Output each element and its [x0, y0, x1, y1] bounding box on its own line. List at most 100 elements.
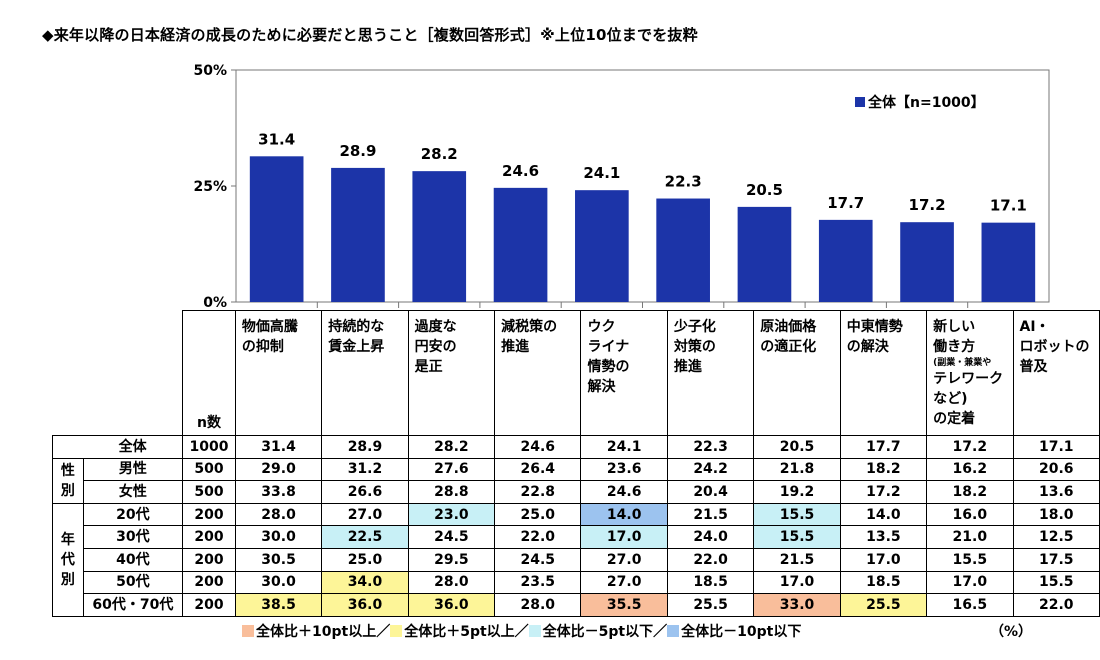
bar [331, 167, 385, 302]
table-cell: 28.0 [407, 570, 496, 595]
bar [249, 156, 304, 302]
column-header-line: 対策の [673, 339, 716, 355]
table-cell: 29.0 [234, 457, 323, 482]
row-n: 1000 [182, 435, 236, 459]
unit-label: （%） [990, 624, 1033, 640]
table-cell: 23.0 [407, 502, 496, 527]
table-row: 60代・70代 200 38.5 36.0 36.0 28.0 35.5 25.5 33.0 25… [53, 593, 1100, 617]
column-header: 物価高騰 の抑制 [234, 310, 323, 436]
table-cell: 15.5 [753, 525, 841, 549]
table-row: 年代別 20代 200 28.0 27.0 23.0 25.0 14.0 21.5 15.5 14.… [52, 502, 1100, 617]
row-label: 60代・70代 [82, 593, 184, 617]
chart-title: ◆来年以降の日本経済の成長のために必要だと思うこと［複数回答形式］※上位10位ま… [42, 26, 698, 44]
table-header-row: n数 物価高騰 の抑制 持続的な 賃金上昇 過度な 円安の 是正 減税策の 推進 ウク ライナ 情勢の解… [53, 310, 1100, 436]
group-label-char: 別 [60, 571, 75, 588]
table-cell: 24.5 [494, 547, 582, 572]
bar [575, 190, 629, 302]
table-cell: 35.5 [580, 593, 668, 617]
table-cell: 21.0 [926, 525, 1014, 549]
column-header-line: の解決 [846, 339, 889, 355]
data-label: 17.2 [909, 196, 946, 214]
table-corner [83, 311, 182, 436]
table-row: 30代 200 30.0 22.5 24.5 22.0 17.0 24.0 15.5 13.5 21… [53, 525, 1100, 549]
column-header-line: 原油価格 [760, 319, 817, 335]
column-header-line: 普及 [1019, 359, 1048, 375]
group-label [52, 435, 84, 459]
n-header: n数 [182, 310, 236, 436]
table-cell: 15.5 [1012, 570, 1100, 595]
table-cell: 26.6 [321, 480, 409, 504]
column-header: 原油価格 の適正化 [753, 310, 841, 436]
column-header-line: ロボットの [1019, 339, 1090, 355]
column-header: AI・ロボットの普及 [1012, 310, 1100, 436]
row-label: 50代 [82, 570, 184, 595]
table-cell: 14.0 [839, 502, 928, 527]
table-cell: 22.5 [321, 525, 409, 549]
table-cell: 28.8 [407, 480, 496, 504]
column-header-line: の適正化 [760, 339, 817, 355]
column-header: 減税策の 推進 [494, 310, 582, 436]
column-header-line: の定着 [933, 411, 976, 427]
table-cell: 25.0 [494, 502, 582, 527]
group-label-char: 性 [60, 462, 75, 479]
table-cell: 17.2 [839, 480, 928, 504]
table-cell: 24.6 [580, 480, 668, 504]
row-label: 男性 [82, 457, 184, 482]
column-header-line: 推進 [673, 359, 702, 375]
row-n: 200 [182, 502, 236, 527]
table-cell: 16.2 [926, 457, 1014, 482]
table-cell: 29.5 [407, 547, 496, 572]
data-label: 17.7 [827, 194, 864, 212]
column-header-line: 働き方 [933, 339, 976, 355]
column-header-line: 推進 [501, 339, 530, 355]
table-cell: 23.5 [494, 570, 582, 595]
table-row: 40代 200 30.5 25.0 29.5 24.5 27.0 22.0 21.5 17.0 15… [53, 547, 1100, 572]
data-label: 24.6 [502, 162, 539, 180]
table-cell: 22.3 [666, 435, 755, 459]
table-cell: 21.5 [753, 547, 841, 572]
table-cell: 13.5 [839, 525, 928, 549]
table-corner [53, 311, 84, 436]
table-cell: 36.0 [321, 593, 409, 617]
group-label-char: 年 [60, 531, 75, 548]
table-cell: 27.0 [321, 502, 409, 527]
legend-swatch [242, 625, 254, 637]
table-cell: 25.0 [321, 547, 409, 572]
column-header-line: の抑制 [241, 339, 284, 355]
table-cell: 31.4 [234, 435, 323, 459]
table-cell: 22.0 [1012, 593, 1100, 617]
column-header-line: AI・ [1019, 319, 1050, 335]
table-cell: 17.0 [753, 570, 841, 595]
data-label: 28.2 [421, 145, 458, 163]
table-cell: 23.6 [580, 457, 668, 482]
y-tick-label: 0% [203, 295, 227, 311]
column-header-line: テレワークなど) [933, 371, 1004, 407]
column-header-line: ウク [587, 319, 616, 335]
row-label: 30代 [82, 525, 184, 549]
table-cell: 31.2 [321, 457, 409, 482]
table-cell: 28.0 [234, 502, 323, 527]
table-cell: 20.5 [753, 435, 841, 459]
table-cell: 24.0 [666, 525, 755, 549]
table-cell: 27.0 [580, 547, 668, 572]
table-cell: 17.2 [926, 435, 1014, 459]
bar [818, 219, 873, 302]
row-label: 20代 [82, 502, 184, 527]
table-cell: 28.2 [407, 435, 496, 459]
table-cell: 25.5 [666, 593, 755, 617]
bar [493, 187, 548, 302]
group-label: 年代別 [52, 502, 84, 617]
y-tick-label: 25% [193, 179, 227, 195]
legend-label: 全体比＋10pt以上／ [256, 624, 391, 640]
table-cell: 30.5 [234, 547, 323, 572]
column-header-line: 円安の [414, 339, 457, 355]
table-cell: 21.8 [753, 457, 841, 482]
breakdown-table: n数 物価高騰 の抑制 持続的な 賃金上昇 過度な 円安の 是正 減税策の 推進 ウク ライナ 情勢の解… [52, 310, 1100, 617]
table-cell: 27.0 [580, 570, 668, 595]
table-cell: 28.0 [494, 593, 582, 617]
table-cell: 22.0 [666, 547, 755, 572]
column-header-line: 賃金上昇 [328, 339, 385, 355]
legend-swatch [390, 625, 403, 637]
bar [656, 198, 710, 302]
table-cell: 18.2 [926, 480, 1014, 504]
